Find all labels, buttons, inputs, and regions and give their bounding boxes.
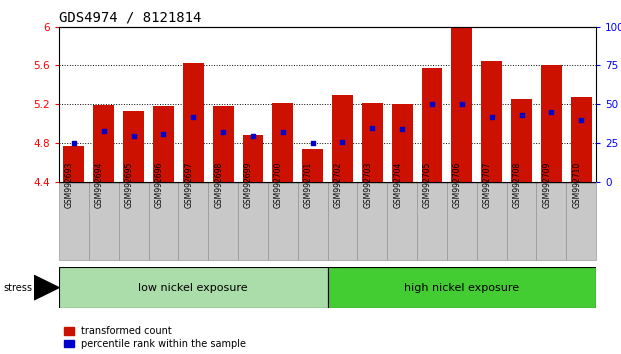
Text: GSM992699: GSM992699 bbox=[244, 161, 253, 208]
Text: high nickel exposure: high nickel exposure bbox=[404, 282, 519, 293]
Point bbox=[69, 141, 79, 146]
Bar bbox=[89, 182, 119, 260]
Bar bbox=[537, 182, 566, 260]
Bar bbox=[392, 104, 412, 182]
Bar bbox=[358, 182, 388, 260]
Bar bbox=[447, 182, 477, 260]
Bar bbox=[153, 107, 174, 182]
Text: low nickel exposure: low nickel exposure bbox=[138, 282, 248, 293]
Point bbox=[487, 114, 497, 120]
Bar bbox=[328, 182, 358, 260]
Point bbox=[218, 130, 228, 135]
Bar bbox=[302, 149, 323, 182]
Bar bbox=[328, 267, 596, 308]
Point bbox=[546, 109, 556, 115]
Text: GSM992698: GSM992698 bbox=[214, 161, 223, 208]
Point bbox=[158, 131, 168, 137]
Text: GSM992709: GSM992709 bbox=[542, 161, 551, 208]
Bar bbox=[238, 182, 268, 260]
Point bbox=[397, 126, 407, 132]
Bar bbox=[362, 103, 383, 182]
Bar bbox=[332, 95, 353, 182]
Bar bbox=[451, 28, 473, 182]
Point bbox=[99, 128, 109, 134]
Point bbox=[368, 125, 378, 131]
Bar bbox=[481, 61, 502, 182]
Text: GSM992703: GSM992703 bbox=[363, 161, 373, 208]
Bar bbox=[212, 107, 233, 182]
Point bbox=[338, 139, 348, 145]
Bar bbox=[388, 182, 417, 260]
Bar bbox=[243, 135, 263, 182]
Text: GSM992702: GSM992702 bbox=[333, 161, 343, 208]
Bar bbox=[571, 97, 592, 182]
Point bbox=[427, 102, 437, 107]
Point bbox=[576, 117, 586, 123]
Bar bbox=[422, 68, 443, 182]
Bar bbox=[268, 182, 297, 260]
Bar bbox=[511, 99, 532, 182]
Point bbox=[129, 133, 138, 138]
Bar bbox=[273, 103, 293, 182]
Text: GSM992710: GSM992710 bbox=[572, 161, 581, 208]
Text: GDS4974 / 8121814: GDS4974 / 8121814 bbox=[59, 11, 201, 25]
Bar bbox=[208, 182, 238, 260]
Text: GSM992695: GSM992695 bbox=[125, 161, 134, 208]
Bar bbox=[477, 182, 507, 260]
Point bbox=[307, 141, 317, 146]
Bar bbox=[63, 146, 84, 182]
Text: GSM992704: GSM992704 bbox=[393, 161, 402, 208]
Bar bbox=[507, 182, 537, 260]
Text: stress: stress bbox=[3, 282, 32, 293]
Bar bbox=[59, 182, 89, 260]
Bar bbox=[59, 267, 328, 308]
Text: GSM992700: GSM992700 bbox=[274, 161, 283, 208]
Bar bbox=[297, 182, 328, 260]
Text: GSM992705: GSM992705 bbox=[423, 161, 432, 208]
Legend: transformed count, percentile rank within the sample: transformed count, percentile rank withi… bbox=[64, 326, 247, 349]
Bar bbox=[148, 182, 178, 260]
Text: GSM992706: GSM992706 bbox=[453, 161, 462, 208]
Polygon shape bbox=[34, 275, 59, 300]
Text: GSM992696: GSM992696 bbox=[155, 161, 163, 208]
Bar bbox=[566, 182, 596, 260]
Bar bbox=[123, 111, 144, 182]
Point bbox=[517, 113, 527, 118]
Bar bbox=[417, 182, 447, 260]
Bar bbox=[183, 63, 204, 182]
Text: GSM992701: GSM992701 bbox=[304, 161, 312, 208]
Bar bbox=[93, 105, 114, 182]
Point bbox=[248, 133, 258, 138]
Text: GSM992708: GSM992708 bbox=[512, 161, 522, 208]
Bar bbox=[178, 182, 208, 260]
Point bbox=[278, 130, 288, 135]
Text: GSM992707: GSM992707 bbox=[483, 161, 492, 208]
Point bbox=[188, 114, 198, 120]
Text: GSM992693: GSM992693 bbox=[65, 161, 74, 208]
Bar bbox=[541, 65, 562, 182]
Text: GSM992697: GSM992697 bbox=[184, 161, 193, 208]
Text: GSM992694: GSM992694 bbox=[95, 161, 104, 208]
Point bbox=[457, 102, 467, 107]
Bar bbox=[119, 182, 148, 260]
